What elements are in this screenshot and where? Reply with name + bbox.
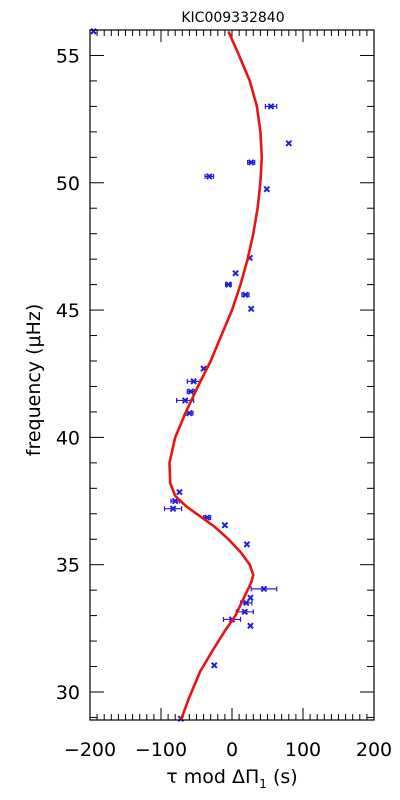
data-point xyxy=(250,585,278,593)
point-marker xyxy=(267,103,275,110)
x-tick-label: 200 xyxy=(356,739,392,761)
point-marker xyxy=(247,594,254,602)
data-point xyxy=(264,103,278,110)
data-point xyxy=(232,269,239,277)
point-marker xyxy=(263,185,271,193)
y-axis-label: frequency (μHz) xyxy=(23,304,45,457)
point-marker xyxy=(190,378,197,385)
data-point xyxy=(247,305,255,313)
x-tick-label: −200 xyxy=(64,739,116,761)
model-curve xyxy=(168,30,264,721)
data-point xyxy=(247,594,254,602)
x-tick-label: 100 xyxy=(285,739,321,761)
data-point xyxy=(247,622,254,630)
point-marker xyxy=(232,269,239,277)
x-axis-label-main: τ mod ΔΠ xyxy=(166,766,259,788)
point-marker xyxy=(186,409,193,417)
x-axis-label-subscript: 1 xyxy=(259,777,267,791)
data-point xyxy=(225,281,232,288)
axis-ticks xyxy=(89,29,375,720)
data-point xyxy=(285,139,293,147)
point-marker xyxy=(205,173,213,180)
point-marker xyxy=(200,365,207,372)
data-point xyxy=(263,185,271,193)
point-marker xyxy=(285,139,293,147)
y-tick-label: 30 xyxy=(56,682,80,704)
x-tick-label: 0 xyxy=(226,739,238,761)
point-marker xyxy=(242,291,249,299)
axis-tick-labels: −200 −100 0 100 200 30 35 40 45 50 55 xyxy=(56,45,392,761)
y-tick-label: 55 xyxy=(56,45,80,67)
data-point xyxy=(204,173,215,180)
point-marker xyxy=(221,521,229,529)
plot-series xyxy=(90,27,293,723)
y-tick-label: 45 xyxy=(56,300,80,322)
point-marker xyxy=(241,608,249,616)
data-point xyxy=(163,505,183,512)
x-axis-label-units: (s) xyxy=(267,766,298,788)
point-marker xyxy=(169,505,177,512)
data-point xyxy=(221,521,229,529)
point-marker xyxy=(176,488,183,496)
point-marker xyxy=(181,397,189,404)
y-tick-label: 40 xyxy=(56,427,80,449)
data-point xyxy=(210,661,218,669)
point-marker xyxy=(247,305,255,313)
point-marker xyxy=(247,159,255,166)
point-marker xyxy=(187,388,195,395)
x-axis-label: τ mod ΔΠ1 (s) xyxy=(166,766,297,791)
plot-frame xyxy=(89,29,375,721)
data-point xyxy=(235,608,254,616)
point-marker xyxy=(225,281,232,288)
y-tick-label: 50 xyxy=(56,173,80,195)
point-marker xyxy=(210,661,218,669)
point-marker xyxy=(260,585,268,593)
data-point xyxy=(243,541,251,548)
data-point xyxy=(185,409,194,417)
data-point xyxy=(176,488,183,496)
chart-title: KIC009332840 xyxy=(181,10,284,26)
point-marker xyxy=(243,541,251,548)
data-point xyxy=(241,291,250,299)
x-tick-label: −100 xyxy=(135,739,187,761)
data-point xyxy=(247,159,256,166)
point-marker xyxy=(247,622,254,630)
point-marker xyxy=(242,599,250,607)
y-tick-label: 35 xyxy=(56,555,80,577)
